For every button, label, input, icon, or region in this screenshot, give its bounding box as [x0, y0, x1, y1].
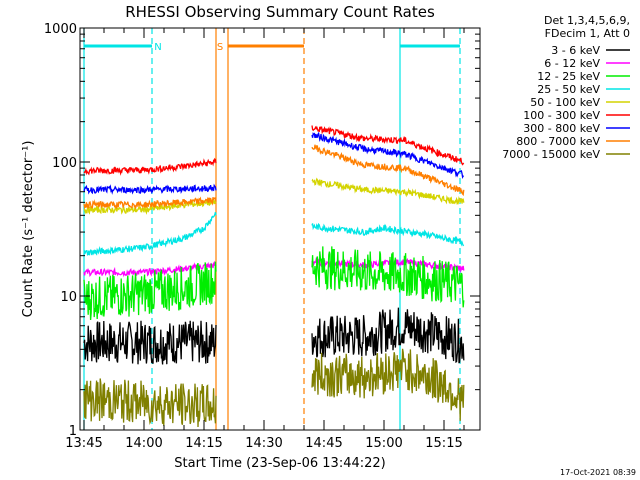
x-axis: 13:45 14:00 14:15 14:30 14:45 15:00 15:15 — [65, 28, 465, 451]
chart-title: RHESSI Observing Summary Count Rates — [125, 3, 435, 21]
series-trace — [83, 212, 465, 256]
flag-label: S — [217, 42, 223, 53]
legend-entry-label: 7000 - 15000 keV — [502, 148, 600, 161]
series-line — [83, 157, 217, 176]
y-tick-label: 100 — [52, 156, 77, 171]
series-line — [83, 212, 217, 256]
legend-entry-label: 25 - 50 keV — [537, 83, 600, 96]
series-trace — [83, 177, 465, 215]
series-line — [83, 260, 217, 278]
y-tick-label: 1000 — [44, 22, 77, 37]
series-line — [311, 177, 465, 205]
y-axis: 1 10 100 1000 — [44, 22, 480, 439]
plot-frame — [79, 27, 481, 431]
legend-header: FDecim 1, Att 0 — [545, 27, 630, 40]
x-axis-label: Start Time (23-Sep-06 13:44:22) — [174, 456, 385, 471]
x-tick-label: 13:45 — [65, 436, 102, 451]
series-line — [311, 222, 465, 247]
x-tick-label: 14:00 — [125, 436, 162, 451]
series-trace — [83, 307, 465, 365]
legend-entry-label: 800 - 7000 keV — [516, 135, 600, 148]
series-line — [311, 131, 464, 179]
series-trace — [83, 144, 465, 210]
series-line — [83, 261, 217, 321]
legend-entry-label: 50 - 100 keV — [530, 96, 600, 109]
series-line — [83, 320, 217, 365]
legend-entry-label: 6 - 12 keV — [544, 57, 600, 70]
x-tick-label: 15:15 — [425, 436, 462, 451]
series-trace — [83, 348, 465, 428]
x-tick-label: 14:15 — [185, 436, 222, 451]
legend-entry-label: 100 - 300 keV — [523, 109, 600, 122]
x-tick-label: 14:30 — [245, 436, 282, 451]
x-tick-label: 14:45 — [305, 436, 342, 451]
legend-header: Det 1,3,4,5,6,9, — [544, 14, 630, 27]
series-line — [311, 307, 465, 364]
legend-entry-label: 300 - 800 keV — [523, 122, 600, 135]
legend-entry-label: 12 - 25 keV — [537, 70, 600, 83]
series-trace — [83, 246, 465, 321]
timestamp: 17-Oct-2021 08:39 — [560, 468, 636, 477]
series-line — [83, 183, 217, 195]
y-tick-label: 10 — [60, 290, 77, 305]
y-tick-label: 1 — [69, 424, 77, 439]
series-line — [311, 246, 465, 308]
series-layer — [83, 125, 465, 428]
series-line — [311, 125, 465, 166]
series-line — [311, 348, 465, 421]
flag-label: N — [154, 42, 161, 53]
series-trace — [83, 125, 465, 176]
x-tick-label: 15:00 — [365, 436, 402, 451]
series-line — [83, 196, 217, 210]
series-trace — [83, 131, 464, 195]
legend: Det 1,3,4,5,6,9,FDecim 1, Att 0 3 - 6 keV… — [502, 14, 630, 161]
legend-entry-label: 3 - 6 keV — [551, 44, 600, 57]
series-line — [83, 198, 217, 215]
y-axis-label: Count Rate (s⁻¹ detector⁻¹) — [21, 141, 36, 318]
series-line — [311, 144, 465, 197]
series-line — [83, 378, 217, 428]
